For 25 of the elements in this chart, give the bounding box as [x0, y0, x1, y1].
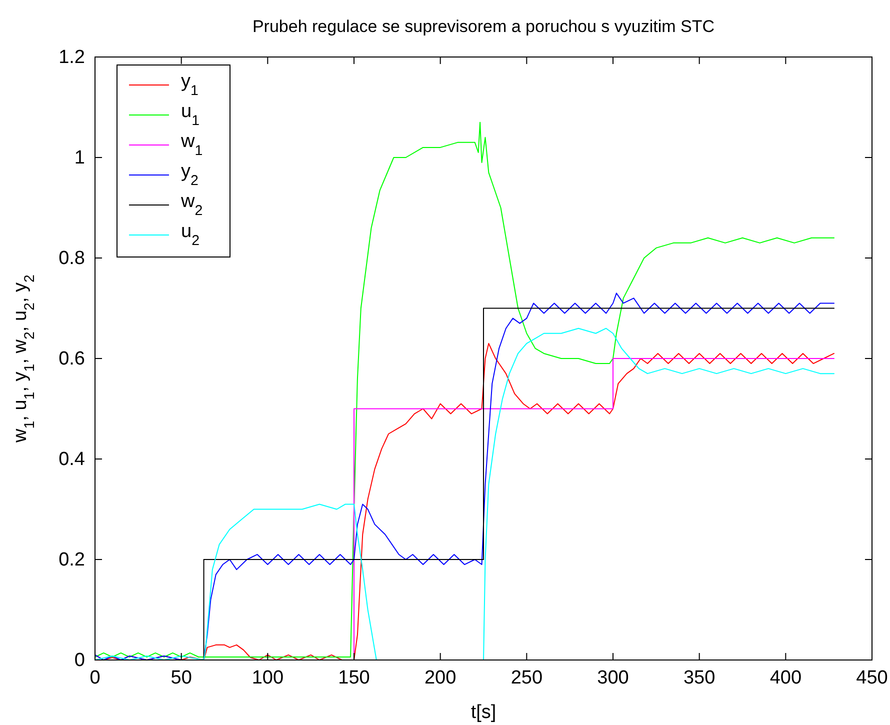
- y-tick-label: 1: [74, 148, 85, 169]
- y-tick-label: 0.6: [58, 348, 85, 370]
- legend-label: w$_{1}$: [180, 131, 203, 159]
- legend-label: u$_{2}$: [181, 221, 200, 249]
- x-axis-title: t[s]: [470, 702, 496, 723]
- legend-label: y$_{1}$: [181, 71, 198, 99]
- legend-label: w$_{2}$: [180, 191, 203, 219]
- y-tick-label: 0: [74, 650, 85, 672]
- x-tick-label: 50: [170, 667, 192, 688]
- x-tick-label: 400: [770, 667, 802, 688]
- legend-label: u$_{1}$: [181, 101, 200, 129]
- x-tick-label: 150: [338, 667, 370, 688]
- x-tick-label: 0: [90, 667, 100, 688]
- x-tick-label: 350: [683, 667, 716, 688]
- chart-title: Prubeh regulace se suprevisorem a poruchou s vyuzitim STC: [252, 17, 715, 36]
- y-tick-label: 0.8: [58, 248, 85, 270]
- legend-label: y$_{2}$: [181, 161, 198, 189]
- y-tick-label: 0.2: [58, 550, 85, 571]
- x-tick-label: 200: [424, 667, 456, 688]
- x-tick-label: 100: [252, 667, 284, 688]
- x-tick-label: 300: [597, 667, 629, 688]
- x-tick-label: 450: [856, 667, 888, 688]
- x-tick-label: 250: [510, 667, 543, 688]
- y-tick-label: 1.2: [58, 47, 85, 68]
- y-tick-label: 0.4: [58, 449, 86, 470]
